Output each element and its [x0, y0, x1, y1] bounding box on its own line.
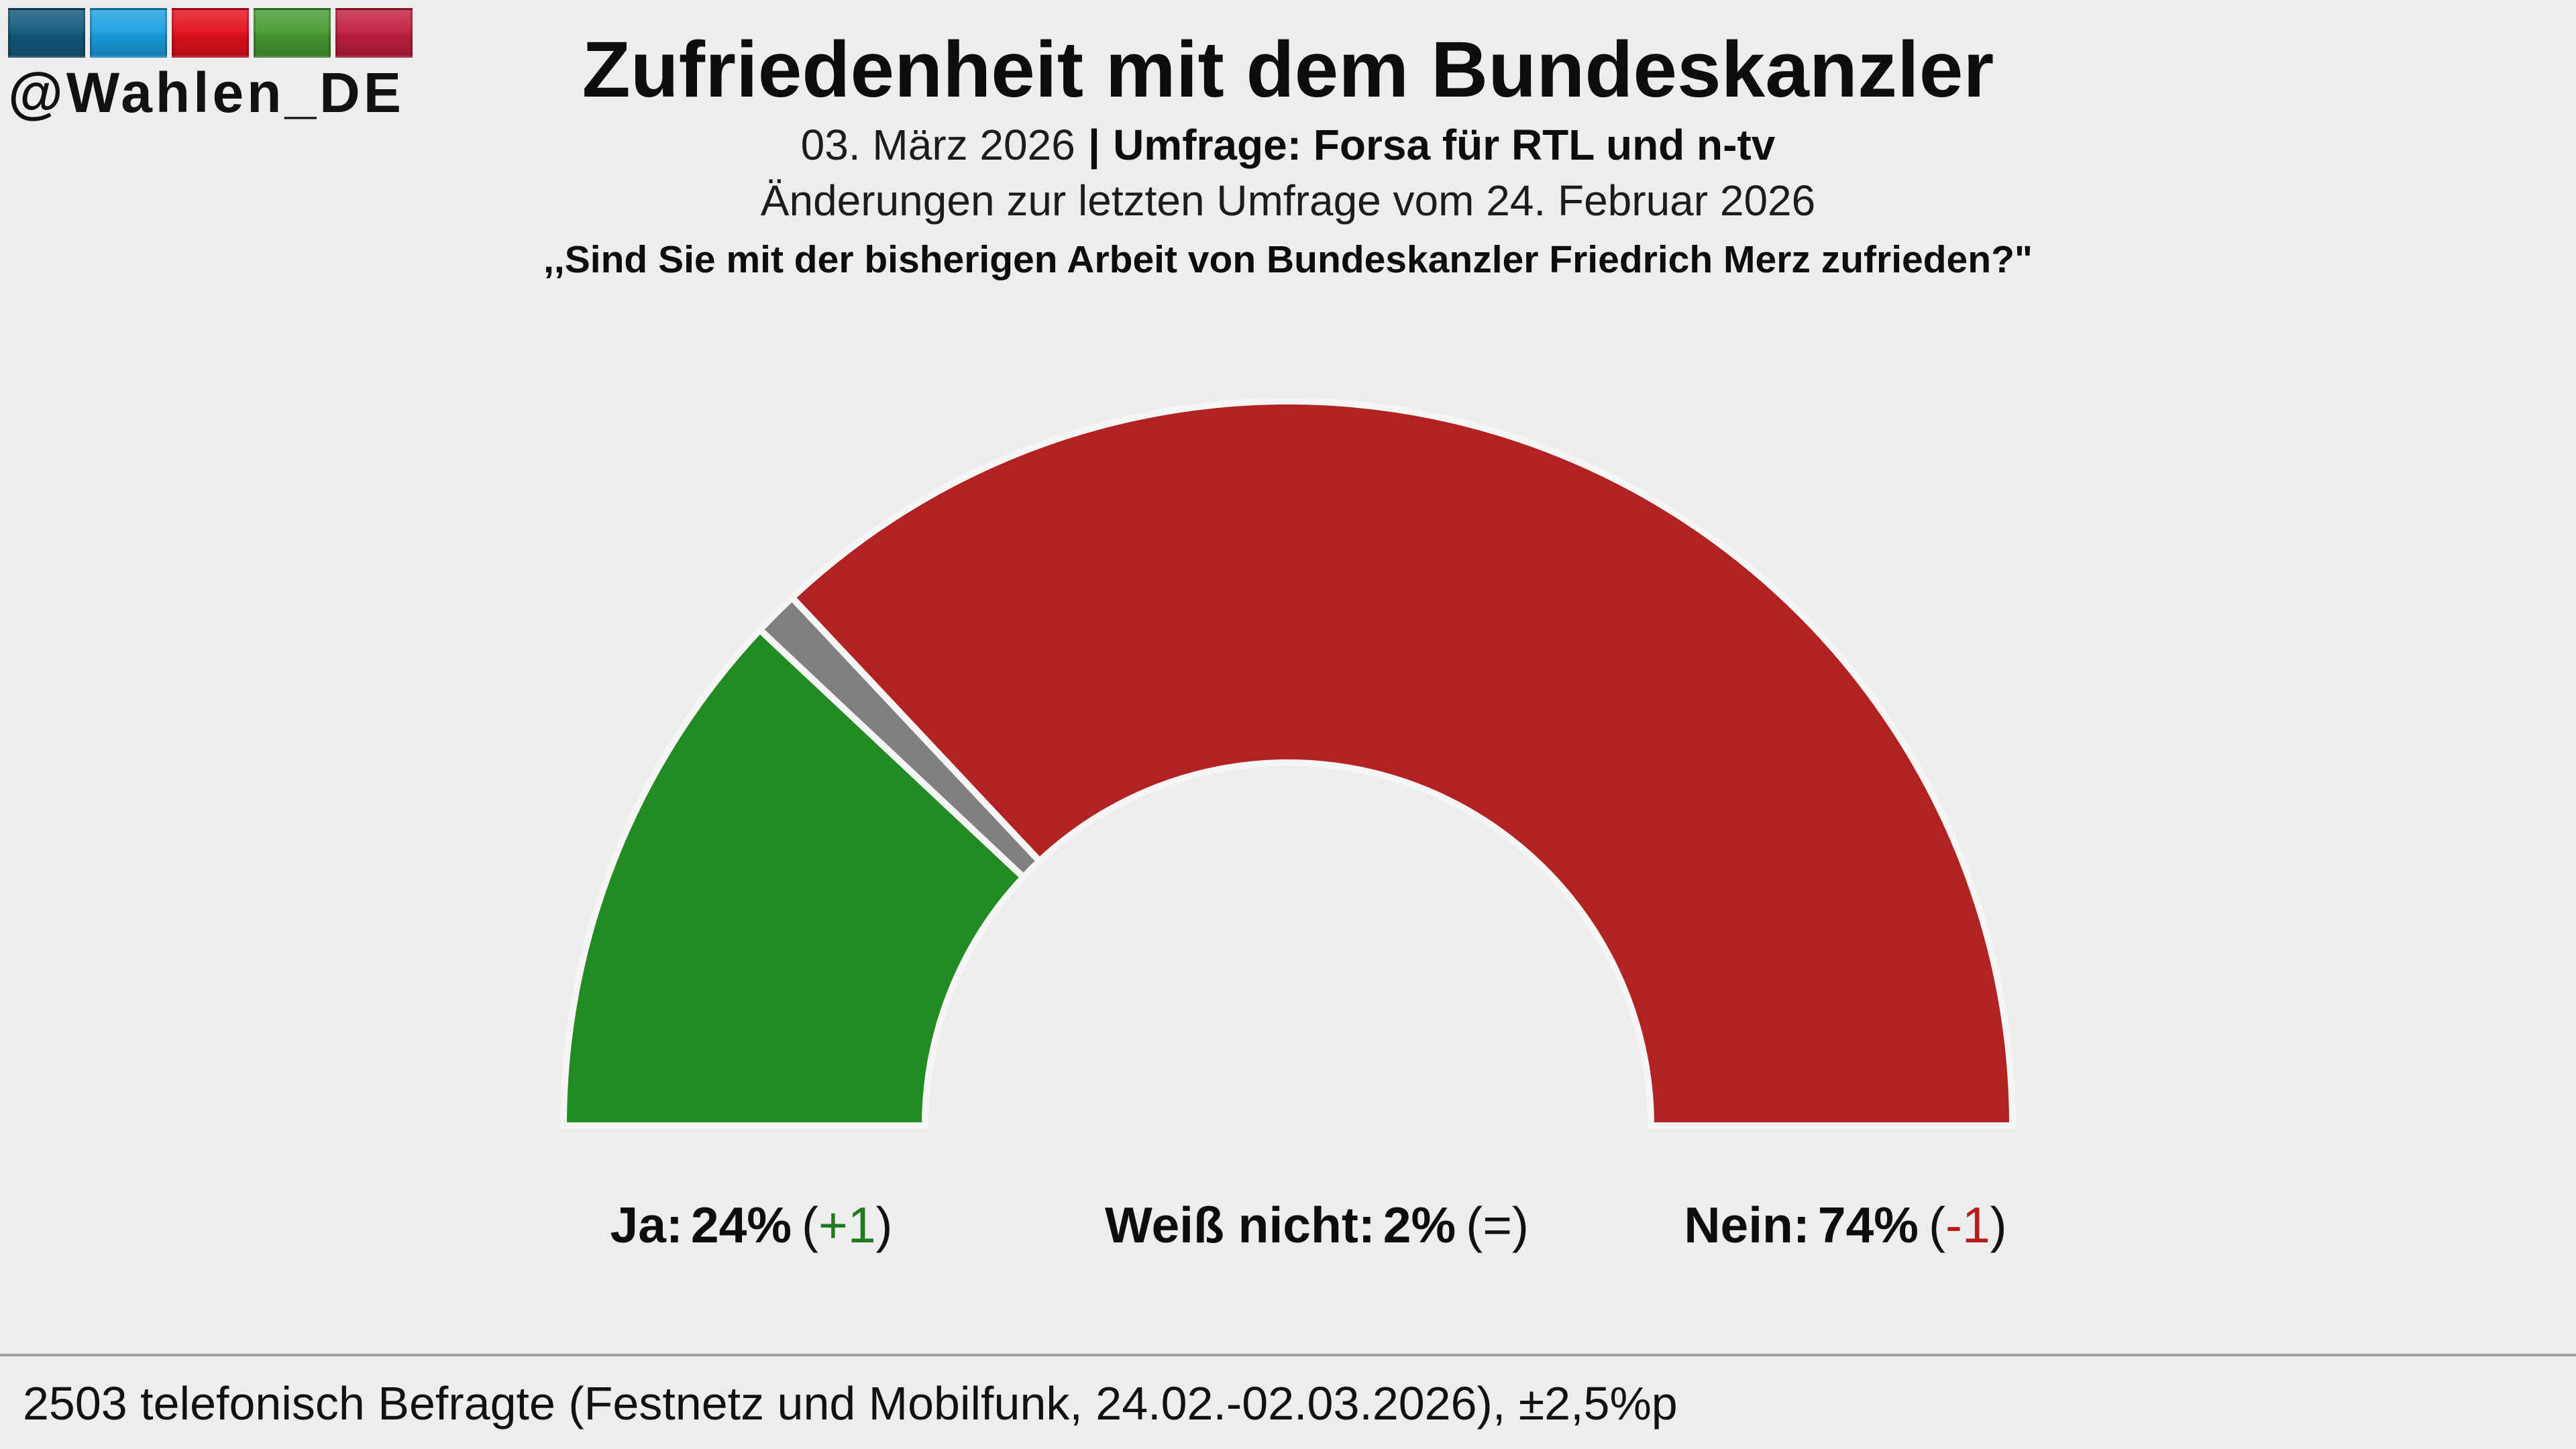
- label-value: 2: [1383, 1197, 1411, 1253]
- slice-nein: [787, 398, 2017, 1129]
- label-ja: Ja24%+1: [483, 1196, 1020, 1254]
- slice-ja: [559, 625, 1028, 1129]
- logo-stripe: [172, 8, 249, 58]
- footer-divider: [0, 1354, 2576, 1356]
- survey-info: 03. März 2026 | Umfrage: Forsa für RTL und…: [0, 121, 2576, 170]
- survey-source: Umfrage: Forsa für RTL und n-tv: [1113, 121, 1776, 169]
- label-unit: %: [1874, 1197, 1919, 1253]
- half-donut-chart: [559, 398, 2017, 1129]
- logo-color-stripes: [8, 8, 413, 58]
- info-separator: |: [1087, 121, 1100, 169]
- logo-stripe: [254, 8, 331, 58]
- label-weiss-nicht: Weiß nicht2%=: [1049, 1196, 1585, 1254]
- logo-stripe: [90, 8, 167, 58]
- survey-date: 03. März 2026: [800, 121, 1075, 169]
- survey-question: ,,Sind Sie mit der bisherigen Arbeit von…: [543, 238, 2033, 281]
- sample-footnote: 2503 telefonisch Befragte (Festnetz und …: [23, 1377, 1678, 1430]
- label-category: Nein: [1684, 1197, 1810, 1253]
- label-value: 24: [690, 1197, 747, 1253]
- label-nein: Nein74%-1: [1577, 1196, 2114, 1254]
- label-value: 74: [1817, 1197, 1874, 1253]
- comparison-note: Änderungen zur letzten Umfrage vom 24. F…: [760, 176, 1816, 225]
- label-change: +1: [802, 1197, 892, 1253]
- label-unit: %: [747, 1197, 792, 1253]
- label-change: =: [1466, 1197, 1529, 1253]
- logo-stripe: [335, 8, 413, 58]
- label-category: Weiß nicht: [1105, 1197, 1375, 1253]
- brand-handle: @Wahlen_DE: [8, 61, 405, 124]
- label-category: Ja: [610, 1197, 682, 1253]
- label-change: -1: [1929, 1197, 2007, 1253]
- label-unit: %: [1411, 1197, 1456, 1253]
- logo-stripe: [8, 8, 85, 58]
- chart-title: Zufriedenheit mit dem Bundeskanzler: [582, 25, 1994, 114]
